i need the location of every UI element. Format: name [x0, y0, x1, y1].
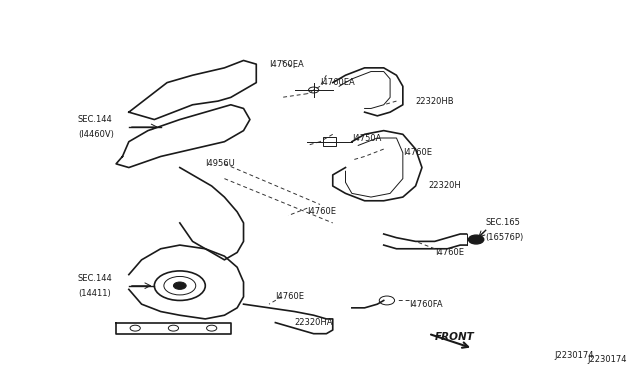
Text: I4760FA: I4760FA	[409, 300, 443, 309]
Text: I4750A: I4750A	[352, 134, 381, 142]
Circle shape	[173, 282, 186, 289]
Text: (I4460V): (I4460V)	[78, 130, 114, 139]
Text: J2230174: J2230174	[554, 350, 594, 359]
Text: I4760EA: I4760EA	[269, 60, 304, 69]
Text: I4760E: I4760E	[403, 148, 432, 157]
Text: (14411): (14411)	[78, 289, 111, 298]
Text: 22320H: 22320H	[428, 182, 461, 190]
Text: J2230174: J2230174	[588, 355, 627, 364]
Text: 22320HA: 22320HA	[294, 318, 333, 327]
Text: I4760E: I4760E	[275, 292, 305, 301]
Text: SEC.144: SEC.144	[78, 274, 113, 283]
Text: FRONT: FRONT	[435, 332, 474, 342]
Text: I4760EA: I4760EA	[320, 78, 355, 87]
Text: SEC.165: SEC.165	[486, 218, 520, 227]
Circle shape	[468, 235, 484, 244]
Text: I4956U: I4956U	[205, 159, 235, 169]
Text: SEC.144: SEC.144	[78, 115, 113, 124]
Text: I4760E: I4760E	[435, 248, 464, 257]
Text: (16576P): (16576P)	[486, 233, 524, 242]
Text: I4760E: I4760E	[307, 207, 336, 217]
Text: 22320HB: 22320HB	[415, 97, 454, 106]
